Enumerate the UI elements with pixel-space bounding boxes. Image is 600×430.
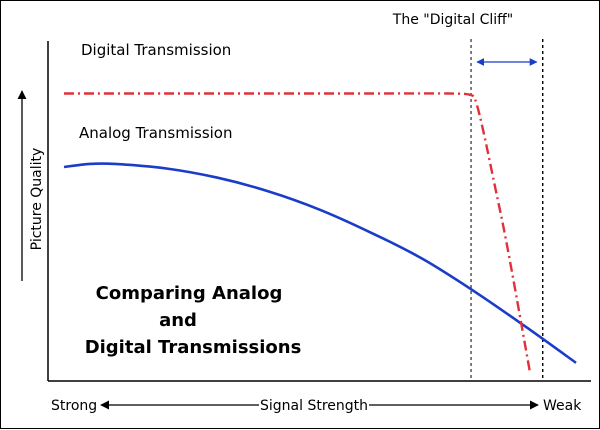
x-start-label: Strong [51, 398, 97, 414]
chart-title-line-3: Digital Transmissions [85, 337, 302, 358]
chart-title-line-2: and [159, 310, 197, 331]
series-label-analog: Analog Transmission [79, 124, 233, 142]
cliff-annotation: The "Digital Cliff" [392, 12, 513, 28]
series-analog-line [63, 162, 577, 364]
series-digital-line [63, 92, 532, 373]
x-axis-label: Signal Strength [260, 398, 368, 414]
y-axis-label: Picture Quality [29, 148, 45, 251]
x-end-label: Weak [543, 398, 582, 414]
series-label-digital: Digital Transmission [81, 41, 231, 59]
chart-title-line-1: Comparing Analog [96, 283, 283, 304]
